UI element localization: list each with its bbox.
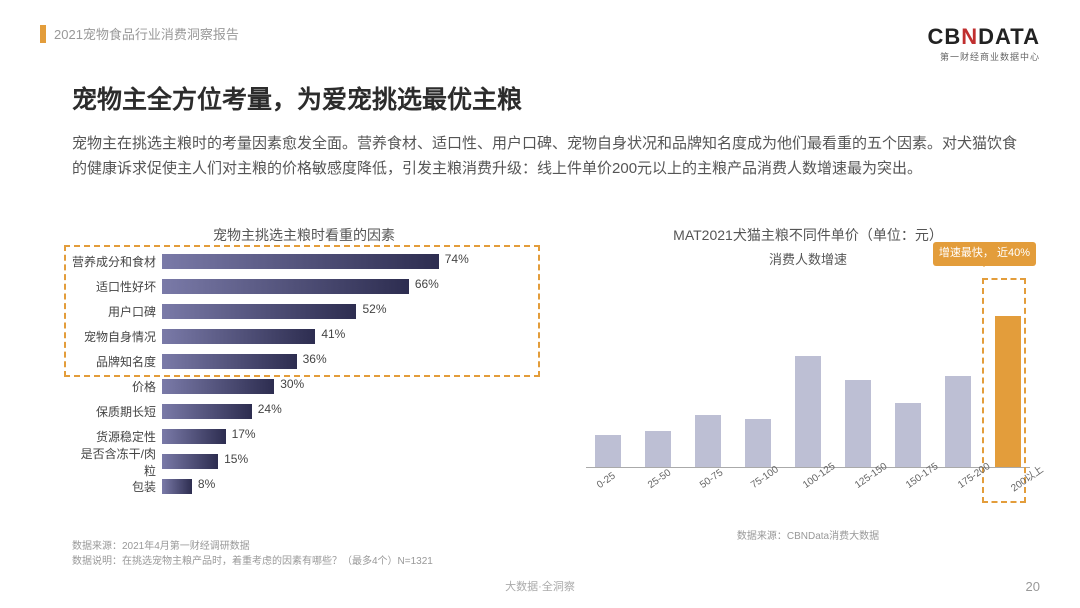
hbar-fill — [162, 379, 274, 394]
logo-part-c: DATA — [978, 24, 1040, 49]
left-source-1: 数据来源：2021年4月第一财经调研数据 — [72, 539, 536, 554]
hbar-fill — [162, 454, 218, 469]
hbar-label: 是否含冻干/肉粒 — [72, 445, 162, 479]
hbar-fill — [162, 304, 356, 319]
logo-main: CBNDATA — [927, 24, 1040, 50]
hbar-value: 8% — [198, 477, 215, 491]
hbar-row: 适口性好坏 66% — [72, 274, 536, 299]
hbar-list: 营养成分和食材 74% 适口性好坏 66% 用户口碑 52% 宠物自身情况 41% 品牌知名度 3… — [72, 249, 536, 499]
hbar-row: 宠物自身情况 41% — [72, 324, 536, 349]
hbar-value: 15% — [224, 452, 248, 466]
hbar-label: 营养成分和食材 — [72, 253, 162, 270]
right-chart: MAT2021犬猫主粮不同件单价（单位：元） 消费人数增速 增速最快， 近40%… — [576, 225, 1040, 568]
hbar-track: 41% — [162, 329, 536, 344]
hbar-label: 宠物自身情况 — [72, 328, 162, 345]
hbar-fill — [162, 354, 297, 369]
vlabel: 25-50 — [646, 467, 676, 494]
vlabel: 75-100 — [749, 467, 779, 494]
vbar — [745, 419, 771, 467]
logo-part-b: N — [961, 24, 978, 49]
header-accent-bar — [40, 25, 46, 43]
hbar-label: 货源稳定性 — [72, 428, 162, 445]
page-number: 20 — [1026, 579, 1040, 594]
left-chart: 宠物主挑选主粮时看重的因素 营养成分和食材 74% 适口性好坏 66% 用户口碑 52% 宠… — [72, 225, 536, 568]
left-chart-source: 数据来源：2021年4月第一财经调研数据 数据说明：在挑选宠物主粮产品时，着重考… — [72, 539, 536, 569]
vchart: 增速最快， 近40% — [586, 278, 1030, 468]
hbar-row: 用户口碑 52% — [72, 299, 536, 324]
hbar-value: 66% — [415, 277, 439, 291]
vbar — [695, 415, 721, 467]
hbar-row: 价格 30% — [72, 374, 536, 399]
hbar-label: 包装 — [72, 478, 162, 495]
hbar-fill — [162, 479, 192, 494]
logo-sub: 第一财经商业数据中心 — [927, 50, 1040, 63]
hbar-track: 74% — [162, 254, 536, 269]
hbar-fill — [162, 279, 409, 294]
callout: 增速最快， 近40% — [933, 242, 1036, 266]
hbar-track: 66% — [162, 279, 536, 294]
hbar-label: 适口性好坏 — [72, 278, 162, 295]
vbar — [595, 435, 621, 467]
hbar-value: 41% — [321, 327, 345, 341]
hbar-row: 保质期长短 24% — [72, 399, 536, 424]
charts-row: 宠物主挑选主粮时看重的因素 营养成分和食材 74% 适口性好坏 66% 用户口碑 52% 宠… — [72, 225, 1040, 568]
hbar-value: 17% — [232, 427, 256, 441]
vlabel: 175-200 — [956, 467, 986, 494]
hbar-label: 品牌知名度 — [72, 353, 162, 370]
vlabels: 0-2525-5050-7575-100100-125125-150150-17… — [576, 474, 1040, 489]
hbar-track: 17% — [162, 429, 536, 444]
vplot — [586, 308, 1030, 468]
hbar-label: 用户口碑 — [72, 303, 162, 320]
hbar-row: 品牌知名度 36% — [72, 349, 536, 374]
vlabel: 50-75 — [698, 467, 728, 494]
vbar — [895, 403, 921, 467]
vlabel: 100-125 — [801, 467, 831, 494]
hbar-track: 24% — [162, 404, 536, 419]
left-chart-title: 宠物主挑选主粮时看重的因素 — [72, 225, 536, 245]
hbar-value: 24% — [258, 402, 282, 416]
page-title: 宠物主全方位考量，为爱宠挑选最优主粮 — [72, 80, 522, 116]
vlabel: 200以上 — [1007, 467, 1037, 494]
hbar-value: 52% — [362, 302, 386, 316]
hbar-row: 营养成分和食材 74% — [72, 249, 536, 274]
logo: CBNDATA 第一财经商业数据中心 — [927, 24, 1040, 63]
hbar-value: 30% — [280, 377, 304, 391]
hbar-track: 8% — [162, 479, 536, 494]
logo-part-a: CB — [927, 24, 961, 49]
hbar-value: 36% — [303, 352, 327, 366]
left-source-2: 数据说明：在挑选宠物主粮产品时，着重考虑的因素有哪些？（最多4个）N=1321 — [72, 554, 536, 569]
hbar-label: 保质期长短 — [72, 403, 162, 420]
hbar-row: 是否含冻干/肉粒15% — [72, 449, 536, 474]
hbar-track: 15% — [162, 454, 536, 469]
vbar — [995, 316, 1021, 467]
hbar-track: 52% — [162, 304, 536, 319]
hbar-track: 36% — [162, 354, 536, 369]
vlabel: 0-25 — [595, 467, 625, 494]
header: 2021宠物食品行业消费洞察报告 CBNDATA 第一财经商业数据中心 — [40, 24, 1040, 63]
vbar — [845, 380, 871, 467]
header-left: 2021宠物食品行业消费洞察报告 — [40, 24, 239, 43]
page-description: 宠物主在挑选主粮时的考量因素愈发全面。营养食材、适口性、用户口碑、宠物自身状况和… — [72, 132, 1020, 182]
hbar-row: 包装 8% — [72, 474, 536, 499]
hbar-fill — [162, 254, 439, 269]
hbar-fill — [162, 404, 252, 419]
vbar — [945, 376, 971, 467]
vbar — [795, 356, 821, 467]
hbar-label: 价格 — [72, 378, 162, 395]
hbar-fill — [162, 429, 226, 444]
hbar-track: 30% — [162, 379, 536, 394]
footer-center: 大数据·全洞察 — [0, 578, 1080, 594]
vlabel: 125-150 — [853, 467, 883, 494]
right-chart-source: 数据来源：CBNData消费大数据 — [576, 529, 1040, 544]
report-label: 2021宠物食品行业消费洞察报告 — [54, 24, 239, 43]
vbar — [645, 431, 671, 467]
vlabel: 150-175 — [904, 467, 934, 494]
hbar-value: 74% — [445, 252, 469, 266]
hbar-fill — [162, 329, 315, 344]
